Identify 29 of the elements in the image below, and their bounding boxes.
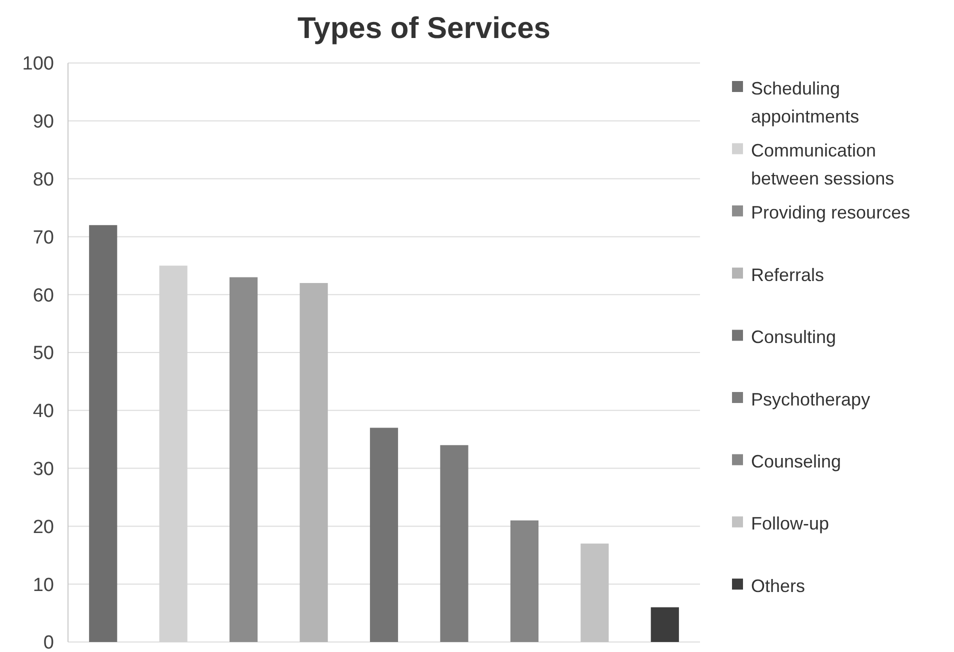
y-tick-label: 100 xyxy=(22,54,54,75)
y-tick-label: 30 xyxy=(32,458,54,480)
y-tick-label: 40 xyxy=(32,401,54,422)
legend-label: Others xyxy=(751,576,806,596)
y-tick-label: 90 xyxy=(32,112,54,133)
legend-label: Communication between sessions xyxy=(751,140,894,188)
y-tick-label: 10 xyxy=(32,574,54,596)
legend-label: Referrals xyxy=(751,264,824,285)
bar xyxy=(580,544,609,642)
legend-label: Consulting xyxy=(751,327,836,348)
y-tick-label: 50 xyxy=(32,343,54,364)
y-tick-label: 60 xyxy=(32,285,54,306)
bar xyxy=(650,607,679,642)
y-tick-label: 20 xyxy=(32,516,54,538)
legend-label: Follow-up xyxy=(751,514,830,534)
bar xyxy=(89,225,118,642)
legend-label: Psychotherapy xyxy=(751,389,870,410)
chart-title: Types of Services xyxy=(298,12,550,45)
bar xyxy=(300,283,328,642)
legend-label: Providing resources xyxy=(751,202,910,223)
bar xyxy=(440,445,468,642)
bar xyxy=(370,428,398,642)
y-tick-label: 80 xyxy=(32,169,54,190)
legend-label: Scheduling appointments xyxy=(751,78,860,126)
bar xyxy=(230,277,258,642)
y-tick-label: 0 xyxy=(43,632,54,652)
bar xyxy=(510,520,538,642)
legend-label: Counseling xyxy=(751,452,842,472)
y-tick-label: 70 xyxy=(32,227,54,248)
